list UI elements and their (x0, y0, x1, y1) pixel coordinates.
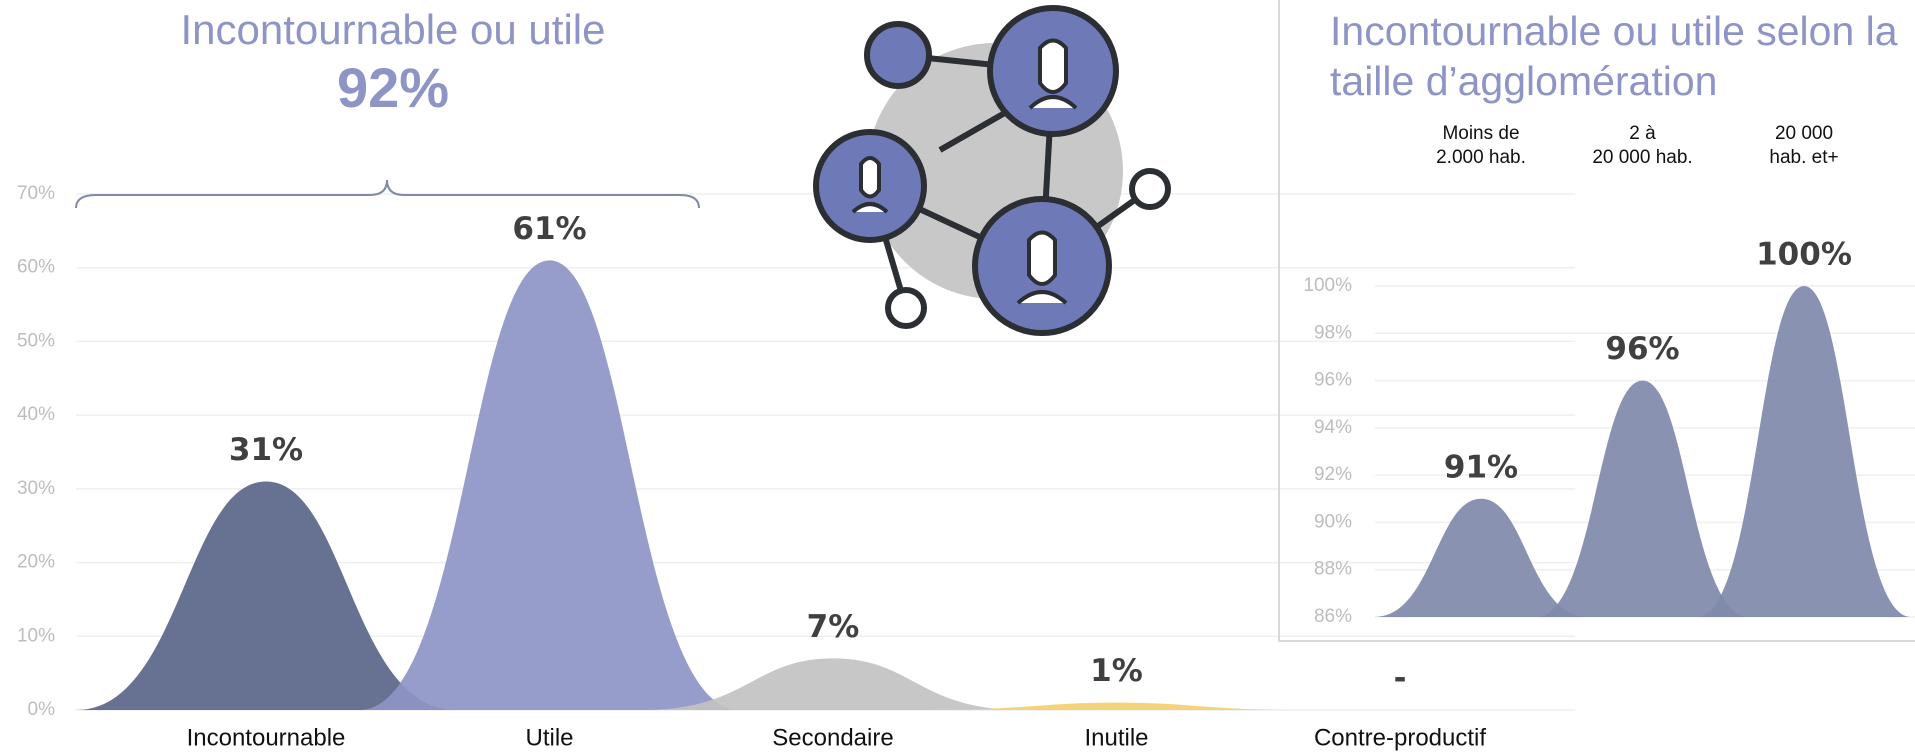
area-peak (1374, 498, 1588, 617)
x-tick-label: 2 à 20 000 hab. (1592, 123, 1693, 168)
y-tick-label: 90% (1314, 511, 1352, 532)
x-tick-label: 20 000 hab. et+ (1769, 123, 1839, 168)
panel-frame (1278, 0, 1915, 642)
y-tick-label: 50% (17, 330, 55, 351)
area-peak (76, 481, 456, 710)
value-label: 31% (229, 432, 303, 468)
value-label: 1% (1090, 653, 1143, 689)
area-peak (926, 702, 1307, 710)
x-tick-label: Inutile (1084, 724, 1148, 751)
y-tick-label: 88% (1314, 559, 1352, 580)
y-tick-label: 10% (17, 625, 55, 646)
y-tick-label: 94% (1314, 417, 1352, 438)
chart-title: Incontournable ou utile selon la taille … (1330, 8, 1898, 104)
x-tick-label: Utile (525, 724, 573, 751)
y-tick-label: 96% (1314, 370, 1352, 391)
area-peak (1535, 380, 1750, 617)
y-tick-label: 40% (17, 404, 55, 425)
y-tick-label: 92% (1314, 464, 1352, 485)
y-tick-label: 70% (17, 183, 55, 204)
y-tick-label: 30% (17, 478, 55, 499)
value-label: 7% (807, 609, 860, 645)
y-tick-label: 86% (1314, 606, 1352, 627)
y-tick-label: 98% (1314, 322, 1352, 343)
x-tick-label: Secondaire (772, 724, 893, 751)
area-peak (1697, 286, 1911, 617)
value-label: 100% (1756, 237, 1852, 273)
x-tick-label: Incontournable (187, 724, 346, 751)
value-label: - (1394, 661, 1407, 697)
x-tick-label: Contre-productif (1314, 724, 1486, 751)
y-tick-label: 20% (17, 552, 55, 573)
grid-layer: 0% 10% 20% 30% 40% 50% 60% 70% 86% 88% 90% 92% 94% 96… (17, 183, 1915, 720)
y-tick-label: 60% (17, 257, 55, 278)
value-label: 96% (1605, 331, 1679, 367)
brace (75, 179, 700, 209)
y-tick-label: 100% (1303, 275, 1352, 296)
value-label: 91% (1444, 449, 1518, 485)
area-peak (643, 658, 1023, 710)
network-icon (813, 5, 1171, 336)
area-peak (359, 260, 740, 710)
chart-subtitle: 92% (337, 56, 449, 119)
value-label: 61% (512, 211, 586, 247)
chart-title: Incontournable ou utile (181, 6, 606, 53)
y-tick-label: 0% (28, 699, 56, 720)
x-tick-label: Moins de 2.000 hab. (1436, 123, 1526, 168)
mark-layer (76, 260, 1911, 710)
